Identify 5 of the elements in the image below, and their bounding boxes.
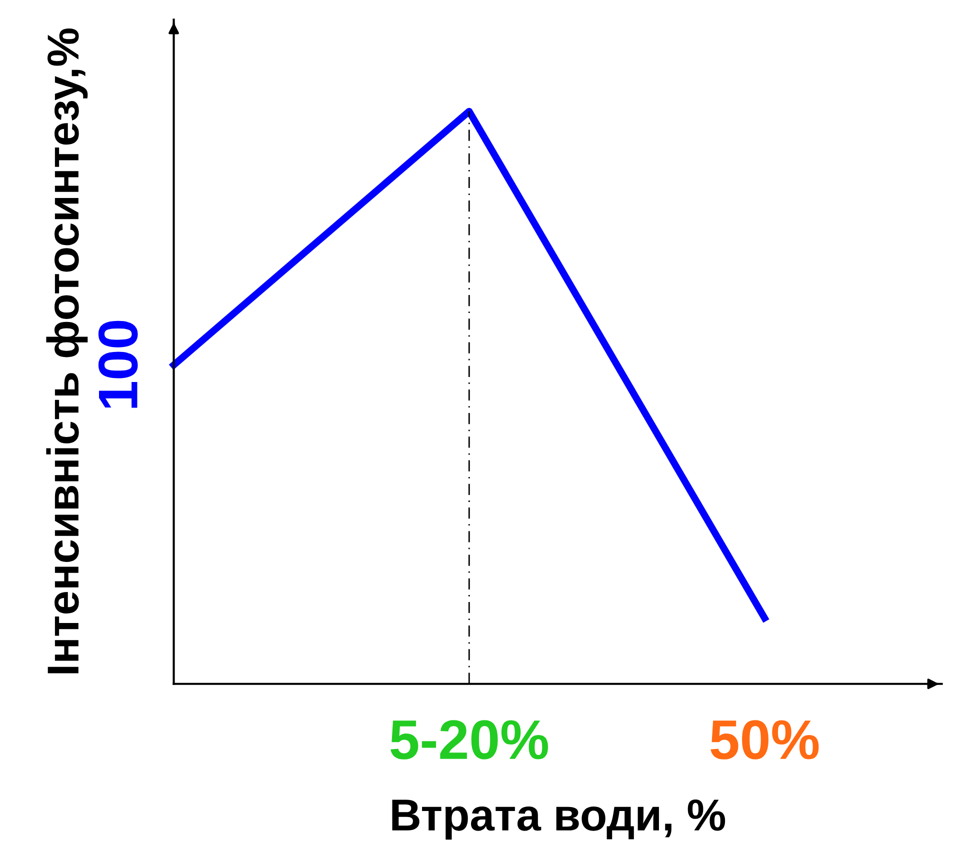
- text: 100: [98, 320, 138, 408]
- x-tick-label: 50%: [710, 720, 819, 760]
- x-tick-label: 5-20%: [390, 720, 548, 760]
- x-axis-title: Втрата води, %: [392, 799, 726, 840]
- y-axis-title: Інтенсивність фотосинтезу,%: [46, 28, 88, 674]
